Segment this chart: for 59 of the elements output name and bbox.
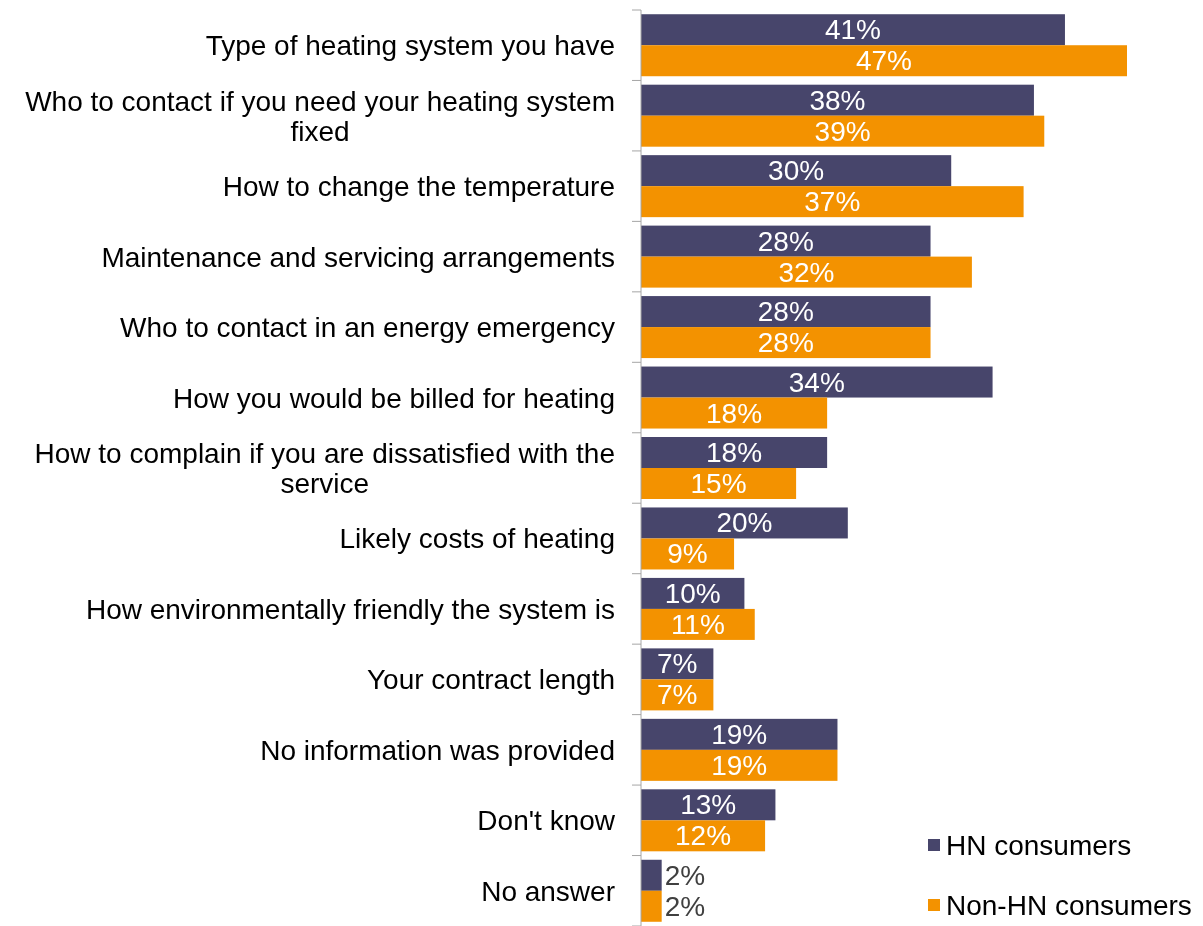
data-label: 28% — [757, 296, 814, 328]
y-tick-label: Likely costs of heating — [339, 522, 615, 554]
data-label: 13% — [680, 789, 737, 821]
data-label: 19% — [711, 718, 768, 750]
data-label: 7% — [656, 679, 698, 711]
bar — [641, 84, 1034, 116]
legend-label: Non-HN consumers — [946, 889, 1192, 921]
y-tick-label: How you would be billed for heating — [172, 382, 615, 414]
data-label: 9% — [667, 538, 708, 570]
y-tick-label: Who to contact if you need your heating system fixed — [25, 85, 615, 147]
data-label: 18% — [706, 397, 763, 429]
bar — [641, 507, 848, 539]
data-label: 12% — [675, 820, 732, 852]
data-label: 10% — [664, 577, 721, 609]
data-label: 7% — [656, 648, 698, 680]
data-label: 30% — [768, 155, 825, 187]
bar — [641, 366, 993, 398]
data-label: 20% — [716, 507, 773, 539]
bar — [641, 718, 838, 750]
data-label: 11% — [670, 608, 725, 640]
y-tick-label: Don't know — [477, 804, 616, 836]
data-label: 2% — [664, 859, 706, 891]
data-label: 41% — [824, 14, 881, 46]
bar — [641, 225, 931, 257]
bar — [641, 155, 952, 187]
y-tick-label: Your contract length — [366, 663, 615, 695]
data-label: 34% — [788, 366, 845, 398]
y-tick-label: No information was provided — [260, 734, 615, 766]
bar — [641, 14, 1065, 46]
data-label: 39% — [814, 115, 871, 147]
y-tick-label: Type of heating system you have — [205, 29, 615, 61]
bar — [641, 296, 931, 328]
bar — [641, 397, 828, 429]
data-label: 28% — [757, 225, 814, 257]
y-tick-label: How environmentally friendly the system is — [85, 593, 615, 625]
data-label: 19% — [711, 749, 768, 781]
data-label: 37% — [804, 186, 861, 218]
bar — [641, 256, 972, 288]
bar — [641, 749, 838, 781]
y-tick-label: Maintenance and servicing arrangements — [101, 241, 615, 273]
bar — [641, 186, 1024, 218]
bar — [641, 437, 828, 468]
bar — [641, 45, 1127, 77]
bar — [641, 115, 1045, 147]
y-tick-label: No answer — [481, 875, 615, 907]
data-label: 28% — [757, 327, 814, 359]
bar — [641, 859, 662, 891]
data-label: 2% — [664, 890, 706, 922]
data-label: 32% — [778, 256, 835, 288]
data-label: 18% — [706, 437, 763, 468]
data-label: 15% — [690, 468, 747, 499]
data-label: 38% — [809, 84, 866, 116]
bar — [641, 890, 662, 922]
y-tick-label: How to change the temperature — [222, 170, 615, 202]
legend-label: HN consumers — [946, 829, 1132, 861]
y-tick-label: Who to contact in an energy emergency — [120, 311, 615, 343]
data-label: 47% — [855, 45, 913, 77]
bar — [641, 327, 931, 359]
y-tick-label: How to complain if you are dissatisfied with the service — [34, 437, 615, 499]
